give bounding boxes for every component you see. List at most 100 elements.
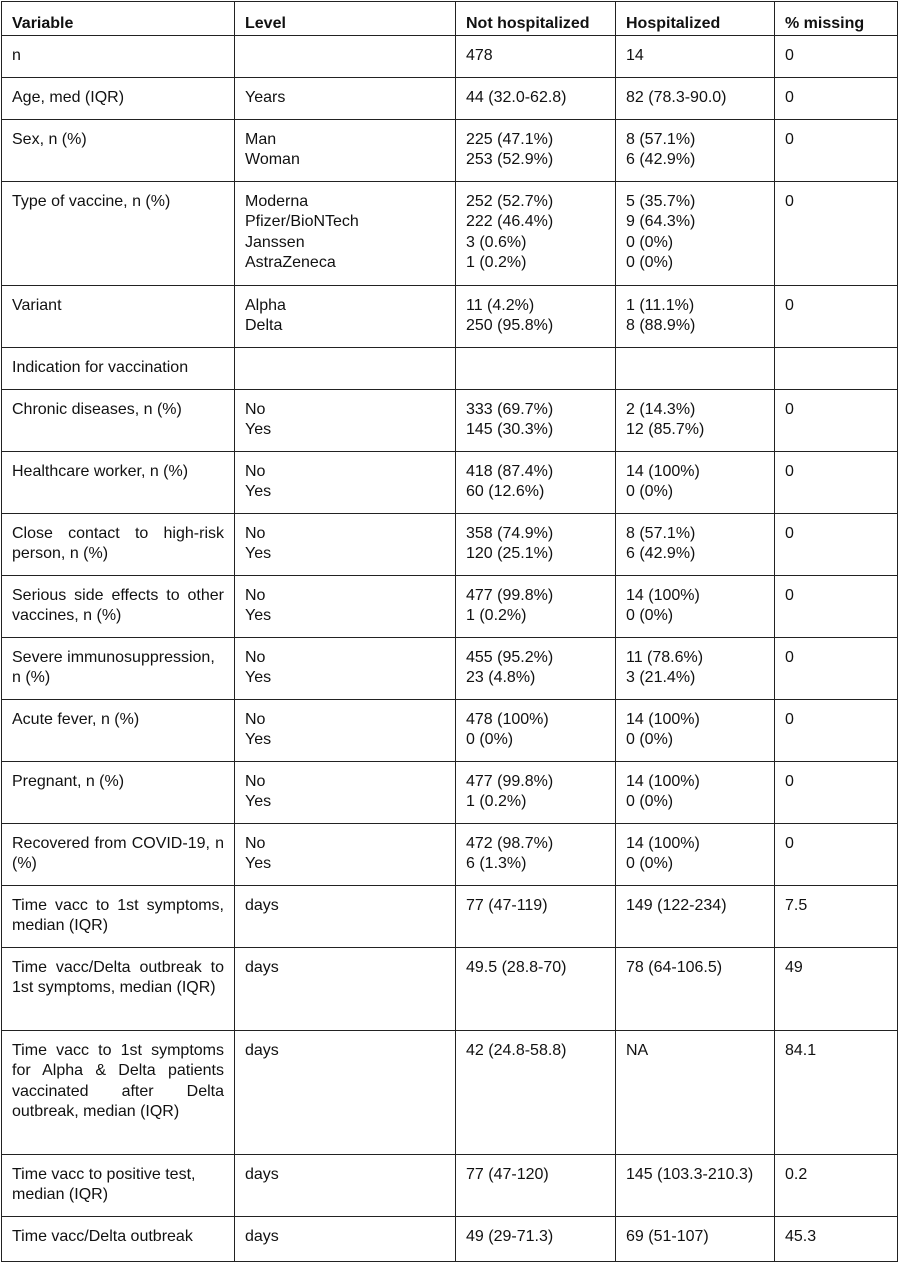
- cell-line: days: [245, 1041, 279, 1059]
- cell-line: 1 (11.1%): [626, 296, 695, 314]
- cell-missing: 0: [774, 636, 898, 700]
- cell-line: Man: [245, 130, 277, 148]
- cell-line: Janssen: [245, 233, 305, 251]
- cell-line: 1 (0.2%): [466, 254, 527, 271]
- cell-hospitalized: 14 (100%) 0 (0%): [615, 574, 775, 638]
- cell-missing: 7.5: [774, 884, 898, 948]
- cell-line: 82 (78.3-90.0): [626, 88, 727, 106]
- cell-level: No Yes: [234, 388, 456, 452]
- cell-line: 44 (32.0-62.8): [466, 88, 567, 106]
- table-row: Serious side effects to other vaccines, …: [1, 574, 898, 638]
- cell-not-hospitalized: [455, 346, 616, 390]
- cell-level: No Yes: [234, 822, 456, 886]
- cell-variable: Time vacc to positive test, median (IQR): [1, 1153, 235, 1217]
- cell-hospitalized: NA: [615, 1029, 775, 1155]
- cell-hospitalized: 2 (14.3%) 12 (85.7%): [615, 388, 775, 452]
- header-variable: Variable: [1, 1, 235, 36]
- cell-line: 14 (100%): [626, 462, 700, 480]
- cell-variable: Severe immunosuppression, n (%): [1, 636, 235, 700]
- cell-hospitalized: 1 (11.1%) 8 (88.9%): [615, 284, 775, 348]
- cell-level: No Yes: [234, 698, 456, 762]
- cell-not-hospitalized: 478 (100%) 0 (0%): [455, 698, 616, 762]
- cell-variable: Acute fever, n (%): [1, 698, 235, 762]
- cell-line: 11 (4.2%): [466, 296, 535, 314]
- cell-missing: 0: [774, 34, 898, 78]
- cell-line: Alpha: [245, 296, 286, 314]
- cell-line: 253 (52.9%): [466, 151, 554, 168]
- cell-line: 6 (1.3%): [466, 855, 527, 872]
- cell-line: 455 (95.2%): [466, 648, 554, 666]
- cell-not-hospitalized: 49.5 (28.8-70): [455, 946, 616, 1031]
- table-row: Variant Alpha Delta 11 (4.2%) 250 (95.8%) 1 (…: [1, 284, 898, 348]
- cell-line: 8 (57.1%): [626, 524, 696, 542]
- cell-hospitalized: 14: [615, 34, 775, 78]
- cell-missing: [774, 346, 898, 390]
- cell-hospitalized: 69 (51-107): [615, 1215, 775, 1262]
- table-row: Sex, n (%) Man Woman 225 (47.1%) 253 (52.9%)…: [1, 118, 898, 182]
- cell-line: 8 (88.9%): [626, 317, 696, 334]
- cell-line: 14 (100%): [626, 710, 700, 728]
- cell-level: No Yes: [234, 636, 456, 700]
- cell-level: days: [234, 1029, 456, 1155]
- cell-hospitalized: 8 (57.1%) 6 (42.9%): [615, 512, 775, 576]
- cell-line: 472 (98.7%): [466, 834, 554, 852]
- cell-not-hospitalized: 358 (74.9%) 120 (25.1%): [455, 512, 616, 576]
- cell-line: 0 (0%): [626, 855, 674, 872]
- cell-line: 8 (57.1%): [626, 130, 696, 148]
- table-row: Time vacc/Delta outbreak to 1st symptoms…: [1, 946, 898, 1031]
- cell-level: days: [234, 946, 456, 1031]
- cell-variable: Variant: [1, 284, 235, 348]
- header-not-hospitalized: Not hospitalized: [455, 1, 616, 36]
- cell-hospitalized: 14 (100%) 0 (0%): [615, 822, 775, 886]
- cell-line: 3 (21.4%): [626, 669, 696, 686]
- cell-line: 9 (64.3%): [626, 213, 696, 230]
- cell-level: No Yes: [234, 574, 456, 638]
- cell-line: 5 (35.7%): [626, 192, 696, 210]
- cell-line: 0 (0%): [626, 793, 674, 810]
- cell-missing: 84.1: [774, 1029, 898, 1155]
- table-row: Time vacc to positive test, median (IQR)…: [1, 1153, 898, 1217]
- cell-line: 0 (0%): [466, 731, 514, 748]
- cell-not-hospitalized: 418 (87.4%) 60 (12.6%): [455, 450, 616, 514]
- cell-line: 49 (29-71.3): [466, 1227, 554, 1245]
- cell-variable: Pregnant, n (%): [1, 760, 235, 824]
- table-row: Age, med (IQR) Years 44 (32.0-62.8) 82 (78.…: [1, 76, 898, 120]
- table-row: Time vacc/Delta outbreak days 49 (29-71.3)…: [1, 1215, 898, 1262]
- table-body: n 478 14 0 Age, med (IQR) Years 44 (32.0-62.8)…: [1, 34, 898, 1262]
- cell-missing: 0: [774, 574, 898, 638]
- table-row: Acute fever, n (%) No Yes 478 (100%) 0 (0%) 1…: [1, 698, 898, 762]
- cell-not-hospitalized: 44 (32.0-62.8): [455, 76, 616, 120]
- cell-line: Yes: [245, 545, 272, 562]
- cell-level: No Yes: [234, 450, 456, 514]
- cell-line: 14 (100%): [626, 586, 700, 604]
- cell-line: days: [245, 958, 279, 976]
- cell-missing: 0: [774, 180, 898, 286]
- cell-not-hospitalized: 252 (52.7%) 222 (46.4%) 3 (0.6%) 1 (0.2%): [455, 180, 616, 286]
- cell-line: 145 (103.3-210.3): [626, 1165, 754, 1183]
- cell-hospitalized: 145 (103.3-210.3): [615, 1153, 775, 1217]
- cell-missing: 49: [774, 946, 898, 1031]
- cell-line: 225 (47.1%): [466, 130, 554, 148]
- cell-line: 477 (99.8%): [466, 586, 554, 604]
- table-row: n 478 14 0: [1, 34, 898, 78]
- cell-line: days: [245, 1165, 279, 1183]
- cell-line: No: [245, 586, 266, 604]
- cell-variable: Indication for vaccination: [1, 346, 235, 390]
- cell-missing: 0: [774, 698, 898, 762]
- cell-line: 49.5 (28.8-70): [466, 958, 567, 976]
- cell-line: 78 (64-106.5): [626, 958, 723, 976]
- cell-line: Yes: [245, 731, 272, 748]
- table-row: Indication for vaccination: [1, 346, 898, 390]
- cell-variable: Recovered from COVID-19, n (%): [1, 822, 235, 886]
- cell-missing: 0.2: [774, 1153, 898, 1217]
- cell-not-hospitalized: 49 (29-71.3): [455, 1215, 616, 1262]
- cell-variable: Chronic diseases, n (%): [1, 388, 235, 452]
- cell-line: 0 (0%): [626, 254, 674, 271]
- cell-not-hospitalized: 77 (47-120): [455, 1153, 616, 1217]
- table-row: Recovered from COVID-19, n (%) No Yes 472 (…: [1, 822, 898, 886]
- cell-hospitalized: 14 (100%) 0 (0%): [615, 760, 775, 824]
- cell-line: 333 (69.7%): [466, 400, 554, 418]
- cell-line: Moderna: [245, 192, 309, 210]
- cell-not-hospitalized: 478: [455, 34, 616, 78]
